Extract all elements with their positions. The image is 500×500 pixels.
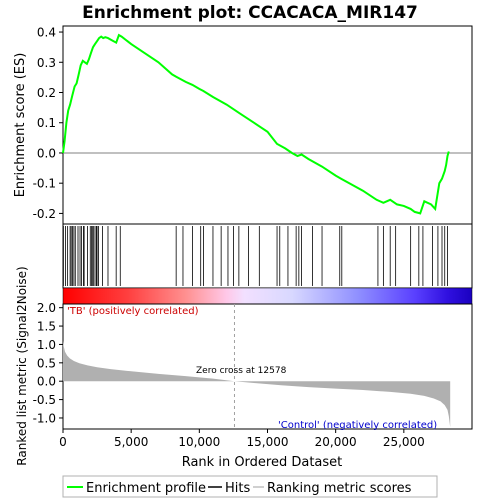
top-panel-frame xyxy=(63,26,472,224)
x-tick-label: 15,000 xyxy=(247,435,289,449)
legend-enrichment-label: Enrichment profile xyxy=(86,481,206,496)
enrichment-score-panel: -0.2 -0.1 0.0 0.1 0.2 0.3 0.4 Enrichment score… xyxy=(13,26,472,224)
top-y-tick-label: -0.2 xyxy=(33,207,56,221)
top-y-axis-label: Enrichment score (ES) xyxy=(13,53,28,198)
bottom-y-tick-label: 2.0 xyxy=(37,301,56,315)
bottom-y-tick-label: -0.5 xyxy=(33,393,56,407)
x-tick-label: 0 xyxy=(59,435,67,449)
top-y-tick-label: 0.1 xyxy=(37,116,56,130)
ranking-color-bar xyxy=(63,288,472,304)
bottom-y-tick-label: 0.0 xyxy=(37,375,56,389)
x-tick-label: 20,000 xyxy=(315,435,357,449)
legend-ranking-label: Ranking metric scores xyxy=(267,481,412,496)
top-y-tick-label: -0.1 xyxy=(33,177,56,191)
x-tick-label: 10,000 xyxy=(178,435,220,449)
negative-correlation-label: 'Control' (negatively correlated) xyxy=(278,420,437,431)
bottom-y-axis-label: Ranked list metric (Signal2Noise) xyxy=(15,266,29,465)
top-y-axis-ticks: -0.2 -0.1 0.0 0.1 0.2 0.3 0.4 xyxy=(33,26,63,221)
top-y-tick-label: 0.3 xyxy=(37,56,56,70)
bottom-y-tick-label: 1.0 xyxy=(37,338,56,352)
top-y-tick-label: 0.0 xyxy=(37,146,56,160)
bottom-y-tick-label: 0.5 xyxy=(37,356,56,370)
top-y-tick-label: 0.4 xyxy=(37,26,56,40)
x-axis-ticks: 0 5,000 10,000 15,000 20,000 25,000 xyxy=(59,429,425,449)
bottom-y-tick-label: 1.5 xyxy=(37,320,56,334)
legend: Enrichment profile Hits Ranking metric s… xyxy=(63,476,437,497)
top-y-tick-label: 0.2 xyxy=(37,86,56,100)
bottom-y-axis-ticks: -1.0 -0.5 0.0 0.5 1.0 1.5 2.0 xyxy=(33,301,63,425)
chart-title: Enrichment plot: CCACACA_MIR147 xyxy=(82,3,418,23)
zero-cross-label: Zero cross at 12578 xyxy=(196,366,287,376)
hits-panel xyxy=(63,224,472,288)
legend-hits-label: Hits xyxy=(225,481,250,496)
bottom-y-tick-label: -1.0 xyxy=(33,411,56,425)
x-tick-label: 5,000 xyxy=(114,435,148,449)
x-axis-label: Rank in Ordered Dataset xyxy=(182,455,343,470)
positive-correlation-label: 'TB' (positively correlated) xyxy=(67,306,199,317)
x-tick-label: 25,000 xyxy=(383,435,425,449)
color-bar-gradient xyxy=(63,288,472,304)
